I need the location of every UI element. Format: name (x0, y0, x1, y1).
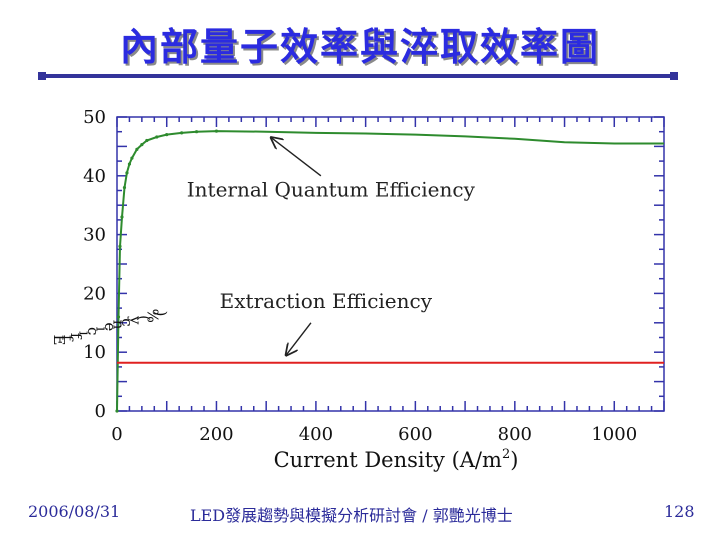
axis-ticks (116, 116, 665, 412)
data-point (145, 138, 149, 143)
y-axis-label-char: ) (152, 311, 170, 317)
y-axis-label-char: c (84, 327, 102, 335)
y-axis-label-char: E (50, 335, 68, 346)
annotation-label: Extraction Efficiency (220, 289, 433, 313)
title-underline (38, 74, 678, 78)
underline-cap-left (38, 72, 46, 80)
page-number: 128 (664, 502, 695, 521)
data-point (140, 143, 144, 147)
data-point (115, 409, 119, 413)
y-axis-label-char: i (93, 327, 111, 332)
data-point (135, 147, 139, 151)
y-tick-label: 30 (83, 225, 106, 246)
data-point (130, 156, 134, 160)
y-tick-labels: 0 10 20 30 40 50 (83, 107, 106, 422)
y-tick-label: 10 (83, 342, 106, 363)
data-point (127, 162, 132, 166)
annotations: Internal Quantum Efficiency Extraction Ef… (187, 138, 476, 356)
underline-cap-right (670, 72, 678, 80)
series-line-internal-quantum-efficiency (116, 130, 664, 412)
y-axis-label-char: n (110, 320, 128, 330)
x-tick-label: 400 (299, 424, 333, 445)
y-tick-label: 20 (83, 283, 106, 304)
plot-frame (116, 116, 665, 412)
annotation-arrow (271, 138, 322, 177)
data-point (155, 135, 159, 139)
footer-date: 2006/08/31 (28, 502, 121, 521)
y-axis-label-char: c (118, 318, 136, 326)
y-tick-label: 50 (83, 107, 106, 128)
annotation-label: Internal Quantum Efficiency (187, 177, 476, 201)
x-tick-label: 600 (398, 424, 432, 445)
y-axis-label-char: ( (135, 315, 153, 321)
series-group (115, 129, 664, 413)
x-axis-label: Current Density (A/m2) (274, 447, 519, 472)
x-axis-label-sup: 2 (502, 447, 510, 462)
x-tick-label: 800 (498, 424, 532, 445)
x-tick-label: 0 (111, 424, 122, 445)
annotation-arrow (286, 322, 312, 355)
x-tick-labels: 0 200 400 600 800 1000 (111, 424, 637, 445)
footer-text: LED發展趨勢與模擬分析研討會 / 郭艷光博士 (190, 506, 513, 525)
slide-title: 內部量子效率與淬取效率圖 (119, 25, 600, 69)
y-axis-label-char: y (127, 315, 145, 325)
y-axis-label-char: f (67, 333, 85, 340)
y-axis-label-char: e (101, 322, 119, 331)
data-point (165, 133, 169, 137)
y-axis-label-char: i (76, 331, 94, 336)
x-axis-label-end: ) (510, 448, 518, 472)
data-point (125, 171, 129, 175)
x-axis-label-main: Current Density (A/m (274, 448, 502, 472)
x-tick-label: 200 (199, 424, 233, 445)
data-point (194, 130, 199, 134)
y-axis-label-char: % (144, 309, 162, 323)
x-tick-label: 1000 (591, 424, 637, 445)
y-tick-label: 40 (83, 166, 106, 187)
y-axis-label-char: f (59, 335, 77, 342)
data-point (118, 244, 122, 248)
data-point (120, 215, 124, 219)
data-point (122, 185, 127, 190)
data-point (180, 131, 184, 135)
y-axis-label: Efficiency(%) (50, 309, 170, 346)
y-tick-label: 0 (95, 401, 106, 422)
data-point (214, 129, 219, 133)
data-point (116, 315, 121, 319)
